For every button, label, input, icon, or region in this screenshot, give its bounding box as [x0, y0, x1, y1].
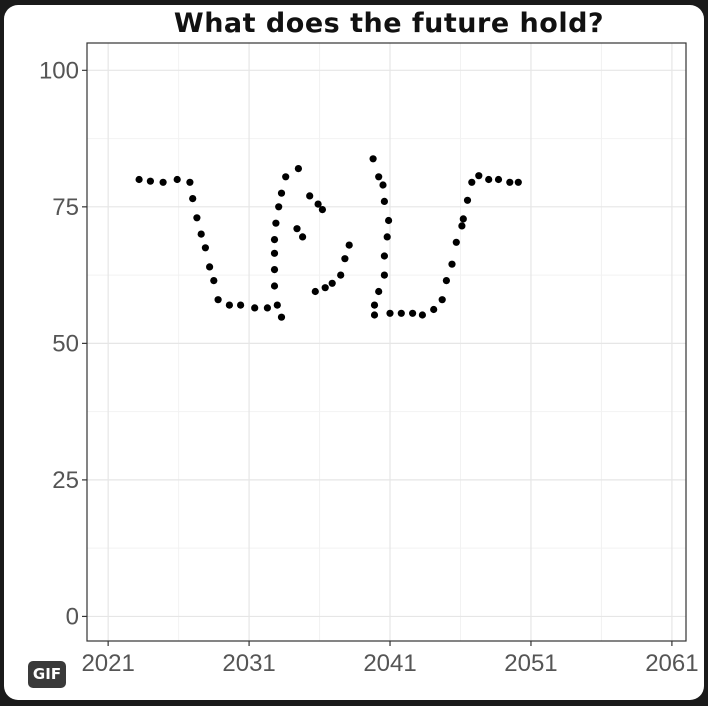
y-tick-label: 0 — [66, 603, 79, 630]
plot-panel-border — [86, 42, 687, 642]
axis-ticks: 0 25 50 75 100 2021 2031 2041 2051 2061 — [39, 57, 699, 677]
data-point — [468, 178, 476, 186]
data-point — [186, 178, 194, 186]
y-tick-label: 100 — [39, 57, 79, 84]
plot-background — [87, 43, 686, 641]
data-point — [380, 271, 388, 279]
data-point — [159, 178, 167, 186]
data-point — [430, 305, 438, 314]
data-point — [506, 178, 514, 186]
data-point — [299, 233, 307, 241]
x-tick-label: 2051 — [504, 650, 557, 677]
data-point — [385, 216, 393, 225]
data-point — [418, 311, 426, 319]
data-point — [485, 175, 493, 184]
data-point — [397, 309, 405, 317]
data-point — [379, 181, 387, 189]
chart-card: What does the future hold? 0 25 50 75 100 202… — [4, 5, 704, 700]
data-point — [294, 165, 302, 173]
data-point — [386, 309, 394, 317]
data-point — [475, 172, 483, 180]
data-point — [189, 195, 197, 203]
data-point — [270, 236, 279, 244]
data-point — [197, 230, 205, 238]
y-tick-label: 50 — [52, 330, 79, 357]
data-point — [206, 263, 214, 271]
data-point — [214, 296, 222, 304]
data-point — [370, 311, 379, 319]
data-point — [275, 203, 283, 211]
data-point — [270, 266, 279, 274]
data-point — [442, 277, 450, 285]
data-point — [311, 287, 319, 296]
y-tick-label: 75 — [52, 194, 79, 221]
data-point — [459, 215, 467, 223]
data-points — [135, 155, 522, 321]
data-point — [251, 304, 259, 312]
data-point — [380, 197, 388, 205]
chart-title: What does the future hold? — [174, 8, 604, 39]
data-point — [210, 277, 218, 285]
data-point — [375, 173, 383, 181]
x-tick-label: 2041 — [363, 650, 416, 677]
data-point — [494, 175, 503, 184]
data-point — [314, 200, 322, 208]
data-point — [282, 173, 290, 181]
x-tick-label: 2061 — [645, 650, 698, 677]
data-point — [277, 313, 286, 321]
data-point — [452, 238, 460, 246]
scatter-chart: What does the future hold? 0 25 50 75 100 202… — [39, 8, 699, 677]
data-point — [193, 214, 201, 222]
data-point — [409, 309, 417, 317]
data-point — [173, 175, 181, 184]
data-point — [146, 177, 154, 185]
data-point — [370, 301, 379, 309]
data-point — [463, 196, 472, 204]
data-point — [383, 233, 391, 241]
data-point — [458, 222, 466, 230]
data-point — [306, 192, 314, 200]
data-point — [375, 287, 383, 296]
data-point — [369, 155, 377, 163]
data-point — [237, 301, 245, 309]
data-point — [341, 255, 349, 263]
y-tick-label: 25 — [52, 467, 79, 494]
gif-badge[interactable]: GIF — [28, 661, 66, 688]
data-point — [277, 189, 286, 197]
data-point — [270, 249, 279, 257]
grid-lines — [87, 43, 686, 641]
data-point — [337, 271, 345, 279]
data-point — [293, 225, 301, 233]
data-point — [514, 178, 522, 186]
data-point — [273, 301, 281, 309]
data-point — [328, 279, 336, 287]
data-point — [438, 296, 446, 304]
data-point — [345, 241, 353, 249]
x-tick-label: 2031 — [222, 650, 275, 677]
data-point — [380, 252, 388, 260]
data-point — [135, 175, 143, 184]
data-point — [448, 260, 456, 268]
x-tick-label: 2021 — [81, 650, 134, 677]
data-point — [272, 219, 280, 227]
data-point — [201, 244, 209, 252]
data-point — [321, 284, 329, 292]
data-point — [263, 304, 271, 312]
data-point — [318, 206, 326, 214]
data-point — [225, 301, 233, 309]
data-point — [270, 282, 279, 290]
